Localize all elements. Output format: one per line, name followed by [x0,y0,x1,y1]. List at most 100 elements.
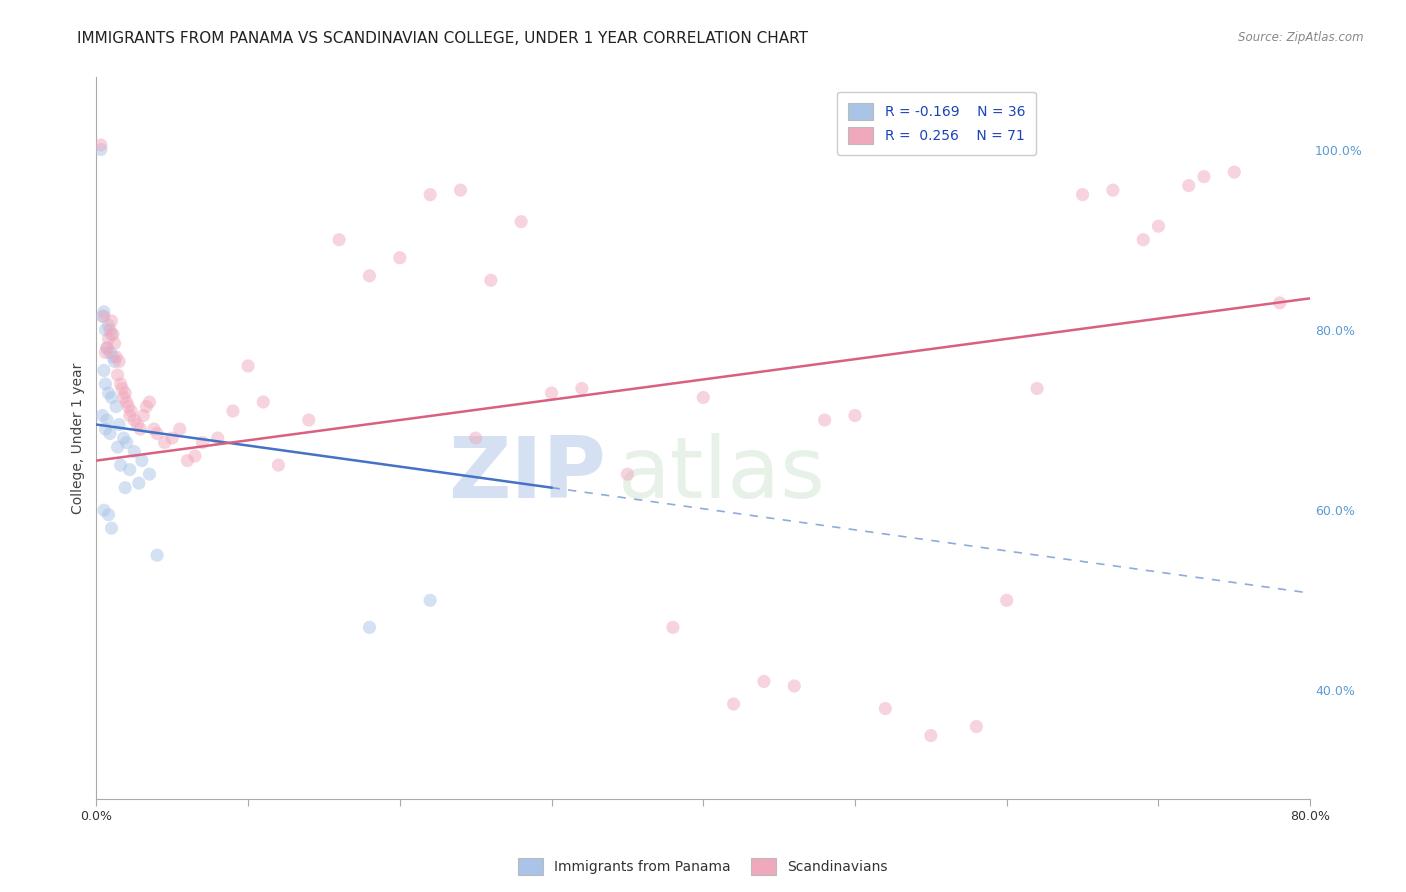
Point [875,701,897,715]
Point [100,314,122,328]
Point [108,354,131,368]
Point [96,413,118,427]
Text: IMMIGRANTS FROM PANAMA VS SCANDINAVIAN COLLEGE, UNDER 1 YEAR CORRELATION CHART: IMMIGRANTS FROM PANAMA VS SCANDINAVIAN C… [77,31,808,46]
Point [115,435,138,450]
Point [160,431,183,445]
Point [662,620,685,634]
Point [105,400,128,414]
Point [117,400,139,414]
Point [844,409,866,423]
Point [207,431,229,445]
Point [101,350,124,364]
Point [267,458,290,472]
Point [100,521,122,535]
Text: Source: ZipAtlas.com: Source: ZipAtlas.com [1239,31,1364,45]
Point [138,467,160,482]
Point [114,386,136,401]
Point [97,332,120,346]
Point [359,268,381,283]
Point [120,404,142,418]
Legend: Immigrants from Panama, Scandinavians: Immigrants from Panama, Scandinavians [512,853,894,880]
Point [96,341,118,355]
Point [118,462,141,476]
Point [90,138,112,153]
Text: atlas: atlas [619,433,827,516]
Point [419,593,441,607]
Point [131,453,153,467]
Point [176,453,198,467]
Point [298,413,321,427]
Point [93,503,115,517]
Point [100,391,122,405]
Point [128,476,150,491]
Point [98,426,121,441]
Point [419,187,441,202]
Point [191,435,214,450]
Point [112,391,135,405]
Point [93,310,115,324]
Point [129,422,152,436]
Point [107,368,129,382]
Point [135,400,157,414]
Point [1071,187,1094,202]
Point [388,251,411,265]
Point [132,409,155,423]
Point [94,376,117,391]
Point [93,363,115,377]
Point [105,350,128,364]
Point [107,440,129,454]
Point [814,413,837,427]
Point [98,345,121,359]
Point [328,233,350,247]
Point [115,395,138,409]
Point [97,318,120,333]
Point [510,215,533,229]
Y-axis label: College, Under 1 year: College, Under 1 year [72,362,86,514]
Point [124,413,146,427]
Point [97,508,120,522]
Point [96,341,118,355]
Point [1026,382,1049,396]
Point [723,697,745,711]
Point [100,327,122,342]
Point [118,409,141,423]
Point [965,720,987,734]
Point [1102,183,1125,197]
Point [103,354,125,368]
Point [1132,233,1154,247]
Point [1223,165,1246,179]
Text: ZIP: ZIP [449,433,606,516]
Point [114,481,136,495]
Point [222,404,245,418]
Point [359,620,381,634]
Point [1177,178,1199,193]
Point [93,305,115,319]
Point [252,395,274,409]
Point [169,422,191,436]
Point [920,729,942,743]
Point [1268,295,1291,310]
Point [995,593,1018,607]
Point [90,143,112,157]
Point [94,323,117,337]
Point [540,386,562,401]
Point [571,382,593,396]
Point [94,422,117,436]
Point [616,467,638,482]
Legend: R = -0.169    N = 36, R =  0.256    N = 71: R = -0.169 N = 36, R = 0.256 N = 71 [838,92,1036,154]
Point [184,449,207,463]
Point [103,336,125,351]
Point [1192,169,1215,184]
Point [450,183,472,197]
Point [97,386,120,401]
Point [124,444,146,458]
Point [153,435,176,450]
Point [752,674,775,689]
Point [101,327,124,342]
Point [464,431,486,445]
Point [112,431,135,445]
Point [692,391,714,405]
Point [236,359,259,373]
Point [91,310,114,324]
Point [479,273,502,287]
